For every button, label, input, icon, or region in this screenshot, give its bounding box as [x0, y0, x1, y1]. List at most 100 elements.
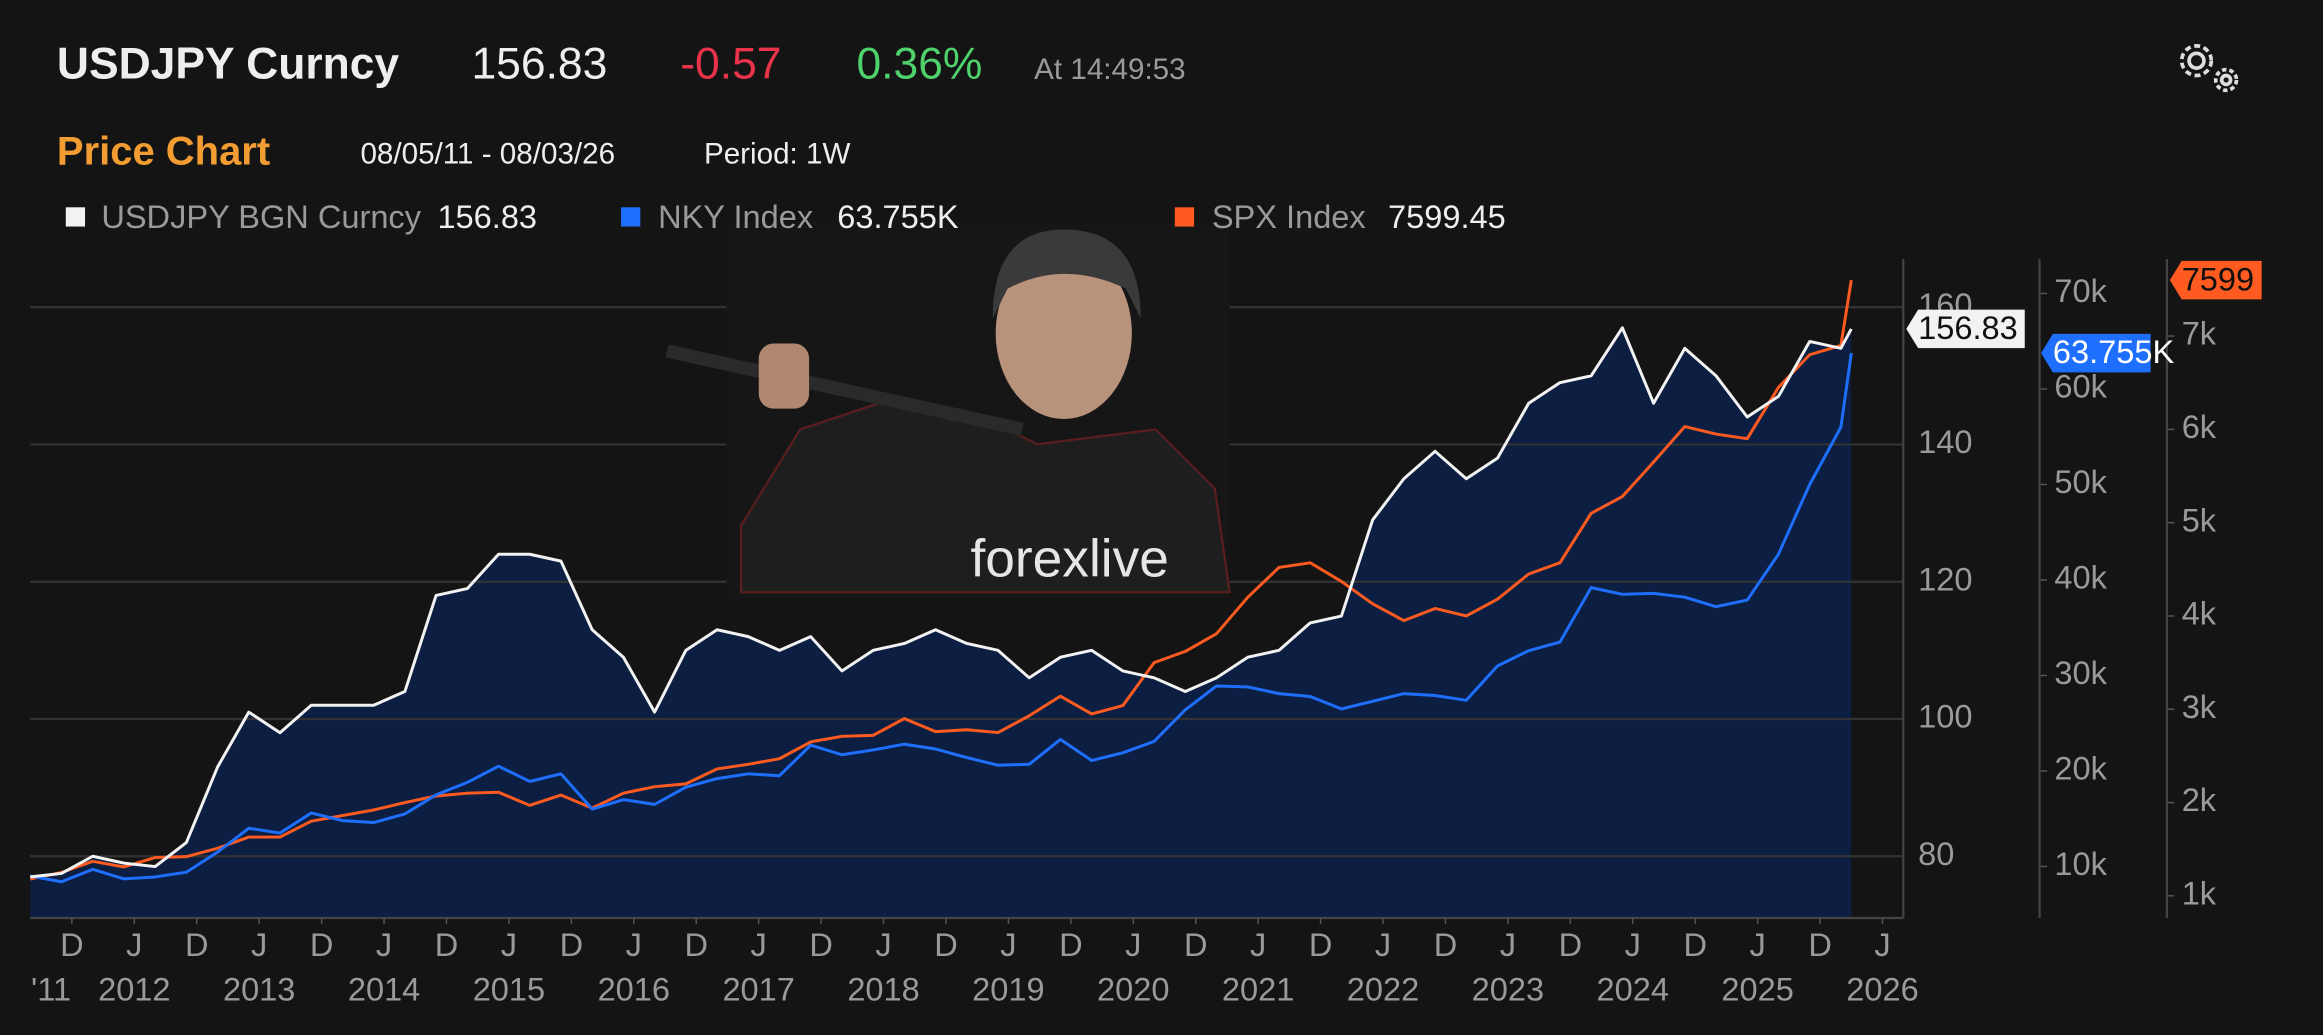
- x-tick-label: J: [1125, 927, 1141, 963]
- y-tick-label: 5k: [2182, 502, 2217, 538]
- watermark: forexlive: [970, 530, 1168, 589]
- gear-small[interactable]: [2213, 67, 2239, 93]
- legend-name: SPX Index: [1212, 199, 1366, 235]
- y-tick-label: 120: [1918, 561, 1972, 597]
- x-tick-label: J: [626, 927, 642, 963]
- x-year-label: 2024: [1597, 972, 1669, 1008]
- x-tick-label: J: [1250, 927, 1266, 963]
- series-line: [30, 326, 1853, 879]
- x-tick-label: J: [376, 927, 392, 963]
- x-year-label: 2013: [223, 972, 295, 1008]
- x-year-label: 2025: [1721, 972, 1793, 1008]
- x-year-label: 2018: [847, 972, 919, 1008]
- price: 156.83: [472, 39, 608, 88]
- x-tick-label: D: [560, 927, 584, 963]
- x-year-label: 2023: [1472, 972, 1544, 1008]
- time: At 14:49:53: [1034, 53, 1185, 86]
- x-tick-label: J: [126, 927, 142, 963]
- x-year-label: 2016: [598, 972, 670, 1008]
- x-tick-label: D: [310, 927, 334, 963]
- gear-large[interactable]: [2179, 44, 2214, 78]
- photo-hair: [992, 229, 1141, 319]
- x-year-label: 2026: [1846, 972, 1918, 1008]
- legend-marker: [65, 207, 86, 227]
- gear-small-hub[interactable]: [2219, 73, 2233, 87]
- settings-icon[interactable]: [2179, 44, 2239, 93]
- x-tick-label: J: [1625, 927, 1641, 963]
- x-tick-label: J: [501, 927, 517, 963]
- x-year-label: 2014: [348, 972, 420, 1008]
- y-tick-label: 140: [1918, 424, 1972, 460]
- y-tick-label: 20k: [2054, 751, 2107, 787]
- y-tick-label: 60k: [2054, 369, 2107, 405]
- x-tick-label: D: [1683, 927, 1707, 963]
- tag-label: 156.83: [1918, 310, 2018, 346]
- x-year-label: 2022: [1347, 972, 1419, 1008]
- legend: USDJPY BGN Curncy 156.83 NKY Index 63.755K S…: [65, 199, 1506, 235]
- x-tick-label: D: [1434, 927, 1458, 963]
- x-year-label: 2015: [473, 972, 545, 1008]
- gear-large-hub[interactable]: [2187, 51, 2206, 70]
- series-line: [29, 352, 1853, 884]
- x-tick-label: D: [1059, 927, 1083, 963]
- last-value-tags: 156.83 63.755K 7599: [1906, 260, 2262, 373]
- photo-face: [995, 247, 1132, 420]
- date-range[interactable]: 08/05/11 - 08/03/26: [360, 137, 615, 170]
- x-tick-label: D: [684, 927, 708, 963]
- tag-label: 7599: [2182, 261, 2254, 297]
- y-tick-label: 6k: [2182, 409, 2217, 445]
- photo-hand: [758, 343, 810, 409]
- x-year-label: '11: [31, 972, 71, 1008]
- legend-marker: [621, 207, 641, 227]
- x-tick-label: J: [1000, 927, 1016, 963]
- x-tick-label: J: [1375, 927, 1391, 963]
- x-tick-label: J: [875, 927, 891, 963]
- ticker: USDJPY Curncy: [57, 39, 400, 88]
- y-tick-label: 3k: [2182, 689, 2217, 725]
- y-tick-label: 100: [1918, 699, 1972, 735]
- x-tick-label: J: [1874, 927, 1890, 963]
- x-tick-label: D: [435, 927, 459, 963]
- x-tick-label: D: [185, 927, 209, 963]
- y-tick-label: 30k: [2054, 655, 2107, 691]
- x-tick-label: J: [751, 927, 767, 963]
- legend-value: 7599.45: [1388, 199, 1506, 235]
- y-tick-label: 4k: [2182, 596, 2217, 632]
- x-tick-label: D: [1808, 927, 1832, 963]
- x-tick-label: J: [251, 927, 267, 963]
- area: [30, 327, 1852, 919]
- y-tick-label: 80: [1918, 836, 1954, 872]
- legend-name: NKY Index: [658, 199, 813, 235]
- x-year-label: 2017: [722, 972, 794, 1008]
- x-tick-label: D: [809, 927, 833, 963]
- x-tick-label: J: [1500, 927, 1516, 963]
- tag-box: [2041, 333, 2151, 373]
- tag-label: 63.755K: [2053, 334, 2175, 370]
- x-tick-label: J: [1750, 927, 1766, 963]
- x-year-label: 2021: [1222, 972, 1294, 1008]
- y-tick-label: 70k: [2054, 273, 2107, 309]
- y-tick-label: 10k: [2054, 846, 2107, 882]
- photo-robe: [739, 398, 1231, 594]
- y-tick-label: 7k: [2182, 316, 2217, 352]
- x-year-label: 2019: [972, 972, 1044, 1008]
- x-year-label: 2012: [98, 972, 170, 1008]
- chart-label[interactable]: Price Chart: [57, 130, 270, 174]
- photo-sword: [665, 344, 1024, 436]
- y-tick-label: 1k: [2182, 875, 2217, 911]
- x-tick-label: D: [1559, 927, 1583, 963]
- x-tick-label: D: [1309, 927, 1333, 963]
- period[interactable]: Period: 1W: [704, 137, 851, 170]
- x-tick-label: D: [60, 927, 84, 963]
- legend-value: 156.83: [437, 199, 537, 235]
- legend-marker: [1174, 207, 1195, 227]
- tag-box: [2169, 260, 2262, 300]
- x-tick-label: D: [1184, 927, 1208, 963]
- tag-box: [1906, 309, 2025, 349]
- legend-name: USDJPY BGN Curncy: [101, 199, 421, 235]
- legend-value: 63.755K: [837, 199, 959, 235]
- change-pct: 0.36%: [856, 39, 982, 88]
